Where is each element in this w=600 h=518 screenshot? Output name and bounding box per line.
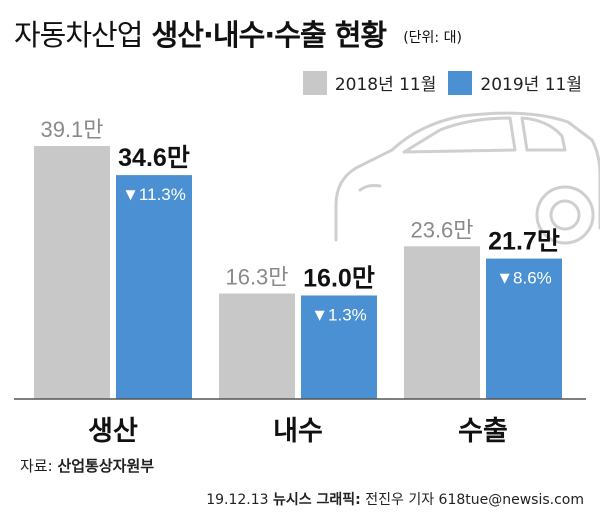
- legend-swatch-2019: [448, 70, 473, 95]
- legend-label-2019: 2019년 11월: [480, 75, 582, 95]
- change-label: ▼11.3%: [122, 185, 186, 204]
- legend: 2018년 11월 2019년 11월: [302, 70, 582, 95]
- change-label: ▼1.3%: [311, 305, 367, 324]
- category-label: 수출: [458, 416, 508, 447]
- credit-date: 19.12.13: [206, 492, 269, 508]
- value-label: 39.1만: [40, 117, 103, 142]
- bar-내수-2019: [301, 295, 377, 399]
- title-light: 자동차산업: [14, 18, 143, 52]
- credit-agency: 뉴시스 그래픽:: [273, 492, 361, 508]
- unit-label: (단위: 대): [403, 30, 462, 46]
- bar-수출-2018: [404, 246, 480, 399]
- title-bold: 생산·내수·수출 현황: [151, 18, 388, 52]
- source-value: 산업통상자원부: [57, 457, 155, 475]
- legend-label-2018: 2018년 11월: [334, 75, 437, 95]
- source-label: 자료:: [20, 457, 53, 475]
- value-label: 21.7만: [488, 228, 560, 256]
- change-label: ▼8.6%: [496, 269, 552, 288]
- value-label: 23.6만: [410, 217, 473, 242]
- category-label: 생산: [88, 416, 138, 447]
- category-label: 내수: [273, 416, 323, 447]
- bars-layer: [34, 146, 562, 399]
- labels-layer: 39.1만 34.6만 ▼11.3% 생산 16.3만 16.0만 ▼1.3% 내수 23.6만…: [40, 117, 559, 447]
- chart-title: 자동차산업 생산·내수·수출 현황 (단위: 대): [14, 12, 462, 54]
- value-label: 16.0만: [303, 264, 375, 292]
- credit-line: 19.12.13 뉴시스 그래픽: 전진우 기자 618tue@newsis.c…: [206, 489, 584, 509]
- value-label: 16.3만: [225, 265, 288, 290]
- bar-수출-2019: [486, 258, 562, 399]
- bar-생산-2019: [116, 175, 192, 399]
- bar-생산-2018: [34, 146, 110, 399]
- car-outline-icon: [334, 111, 600, 245]
- credit-author: 전진우 기자 618tue@newsis.com: [365, 492, 584, 508]
- bar-내수-2018: [219, 293, 295, 399]
- value-label: 34.6만: [118, 144, 190, 172]
- source-note: 자료: 산업통상자원부: [20, 455, 154, 476]
- legend-swatch-2018: [302, 70, 327, 95]
